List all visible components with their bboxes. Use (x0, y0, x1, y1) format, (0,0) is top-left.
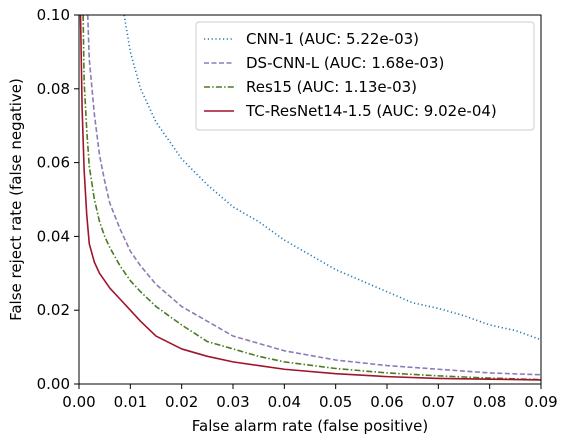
series-layer (79, 15, 541, 381)
y-axis: 0.00 0.02 0.04 0.06 0.08 0.10 (37, 6, 79, 393)
y-tick-label: 0.10 (37, 6, 70, 24)
y-tick-label: 0.02 (37, 301, 70, 319)
x-tick-label: 0.05 (319, 393, 352, 411)
x-tick-label: 0.08 (473, 393, 506, 411)
x-axis: 0.00 0.01 0.02 0.03 0.04 0.05 0.06 0.07 0.08 0.09 (62, 384, 558, 411)
x-tick-label: 0.04 (268, 393, 301, 411)
x-tick-label: 0.01 (114, 393, 147, 411)
x-tick-label: 0.02 (165, 393, 198, 411)
y-tick-label: 0.08 (37, 80, 70, 98)
x-tick-label: 0.09 (524, 393, 557, 411)
y-tick-label: 0.00 (37, 375, 70, 393)
legend-label-2: Res15 (AUC: 1.13e-03) (246, 78, 417, 96)
x-axis-label: False alarm rate (false positive) (192, 417, 428, 435)
y-tick-label: 0.04 (37, 227, 70, 245)
series-line-1 (86, 15, 541, 376)
legend: CNN-1 (AUC: 5.22e-03) DS-CNN-L (AUC: 1.68… (195, 21, 535, 131)
plot-frame (78, 14, 542, 385)
x-tick-label: 0.03 (216, 393, 249, 411)
legend-label-3: TC-ResNet14-1.5 (AUC: 9.02e-04) (245, 102, 497, 120)
x-tick-label: 0.00 (62, 393, 95, 411)
legend-label-1: DS-CNN-L (AUC: 1.68e-03) (246, 54, 444, 72)
x-tick-label: 0.07 (422, 393, 455, 411)
legend-label-0: CNN-1 (AUC: 5.22e-03) (246, 30, 419, 48)
x-tick-label: 0.06 (370, 393, 403, 411)
y-tick-label: 0.06 (37, 154, 70, 172)
series-line-3 (79, 15, 541, 381)
y-axis-label: False reject rate (false negative) (7, 78, 25, 321)
series-line-2 (82, 15, 541, 381)
legend-box (195, 21, 535, 131)
